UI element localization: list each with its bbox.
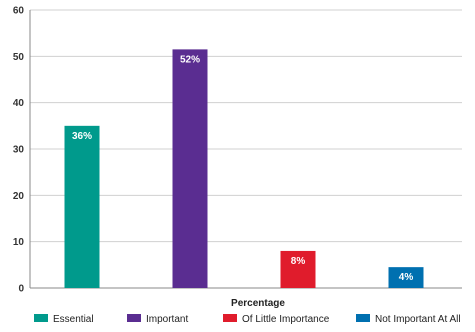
- legend-label: Essential: [53, 314, 94, 325]
- y-tick-label: 0: [18, 284, 24, 295]
- y-tick-label: 30: [13, 145, 25, 156]
- x-axis-label: Percentage: [231, 298, 285, 309]
- bar: [280, 250, 316, 288]
- data-label: 8%: [291, 256, 306, 267]
- legend-swatch: [34, 314, 48, 322]
- bar: [172, 49, 208, 289]
- y-tick-label: 10: [13, 237, 25, 248]
- bar: [388, 267, 424, 288]
- gridlines: [30, 9, 462, 243]
- legend-swatch: [356, 314, 370, 322]
- legend: Essential Important Of Little Importance No…: [34, 314, 461, 325]
- y-tick-label: 50: [13, 52, 25, 63]
- legend-label: Not Important At All: [375, 314, 461, 325]
- y-tick-label: 20: [13, 191, 25, 202]
- legend-swatch: [223, 314, 237, 322]
- bars: 36% 52% 8% 4%: [64, 49, 424, 289]
- legend-swatch: [127, 314, 141, 322]
- y-tick-label: 40: [13, 98, 25, 109]
- bar: [64, 125, 100, 288]
- legend-label: Of Little Importance: [242, 314, 330, 325]
- data-label: 52%: [180, 54, 200, 65]
- data-label: 4%: [399, 272, 414, 283]
- legend-label: Important: [146, 314, 188, 325]
- y-tick-label: 60: [13, 6, 25, 17]
- data-label: 36%: [72, 131, 92, 142]
